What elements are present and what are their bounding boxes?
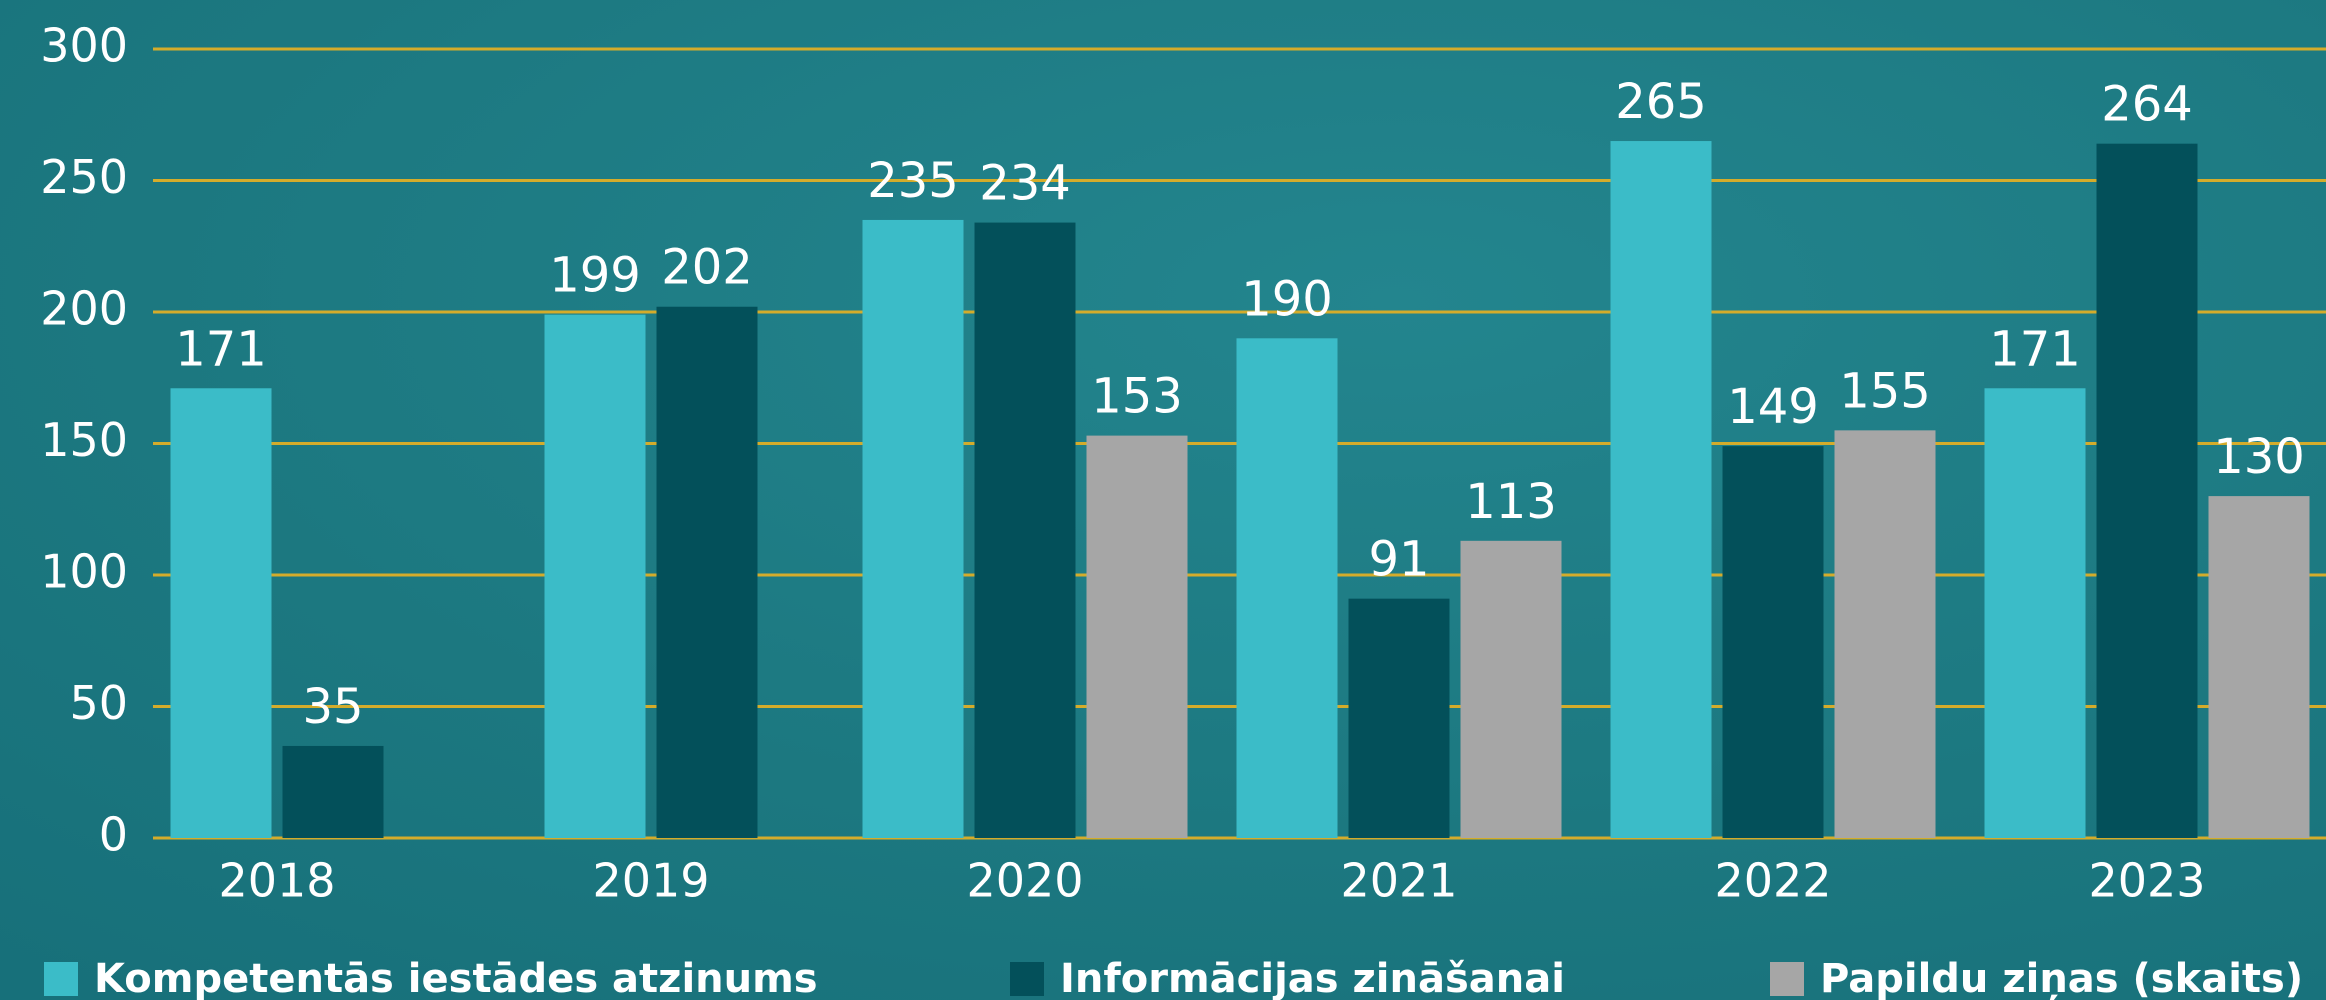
bar bbox=[1348, 598, 1450, 838]
value-label: 264 bbox=[2101, 77, 2193, 133]
bar bbox=[2096, 143, 2198, 838]
x-tick-label: 2018 bbox=[218, 854, 335, 908]
value-label: 153 bbox=[1091, 369, 1183, 425]
value-label: 199 bbox=[549, 248, 641, 304]
bar bbox=[1460, 540, 1562, 838]
y-tick-label: 50 bbox=[69, 676, 128, 730]
bar bbox=[1610, 141, 1712, 839]
value-label: 235 bbox=[867, 153, 959, 209]
y-tick-label: 100 bbox=[40, 545, 128, 599]
value-label: 202 bbox=[661, 240, 753, 296]
bar bbox=[1834, 430, 1936, 838]
x-tick-label: 2022 bbox=[1714, 854, 1831, 908]
value-label: 234 bbox=[979, 156, 1071, 212]
value-label: 130 bbox=[2213, 429, 2305, 485]
bar bbox=[1236, 338, 1338, 838]
y-tick-label: 300 bbox=[40, 19, 128, 73]
x-tick-label: 2023 bbox=[2088, 854, 2205, 908]
bar bbox=[544, 314, 646, 838]
x-tick-label: 2021 bbox=[1340, 854, 1457, 908]
value-label: 171 bbox=[175, 321, 267, 377]
y-tick-label: 250 bbox=[40, 150, 128, 204]
legend-swatch bbox=[1010, 962, 1044, 996]
y-tick-label: 0 bbox=[99, 808, 128, 862]
bar bbox=[1722, 446, 1824, 838]
value-label: 35 bbox=[302, 679, 363, 735]
legend-label: Papildu ziņas (skaits) bbox=[1820, 956, 2303, 1000]
bar bbox=[974, 222, 1076, 838]
y-tick-label: 200 bbox=[40, 282, 128, 336]
value-label: 265 bbox=[1615, 74, 1707, 130]
bar bbox=[656, 306, 758, 838]
bar bbox=[282, 745, 384, 838]
value-label: 171 bbox=[1989, 321, 2081, 377]
legend-label: Kompetentās iestādes atzinums bbox=[94, 956, 818, 1000]
y-tick-label: 150 bbox=[40, 413, 128, 467]
bar bbox=[1086, 435, 1188, 838]
value-label: 155 bbox=[1839, 363, 1931, 419]
value-label: 149 bbox=[1727, 379, 1819, 435]
legend-label: Informācijas zināšanai bbox=[1060, 956, 1565, 1000]
bar bbox=[1984, 388, 2086, 838]
legend-swatch bbox=[44, 962, 78, 996]
bar bbox=[862, 219, 964, 838]
legend-swatch bbox=[1770, 962, 1804, 996]
value-label: 190 bbox=[1241, 271, 1333, 327]
bar bbox=[170, 388, 272, 838]
value-label: 113 bbox=[1465, 474, 1557, 530]
x-tick-label: 2020 bbox=[966, 854, 1083, 908]
bar bbox=[2208, 496, 2310, 838]
x-tick-label: 2019 bbox=[592, 854, 709, 908]
value-label: 91 bbox=[1368, 532, 1429, 588]
